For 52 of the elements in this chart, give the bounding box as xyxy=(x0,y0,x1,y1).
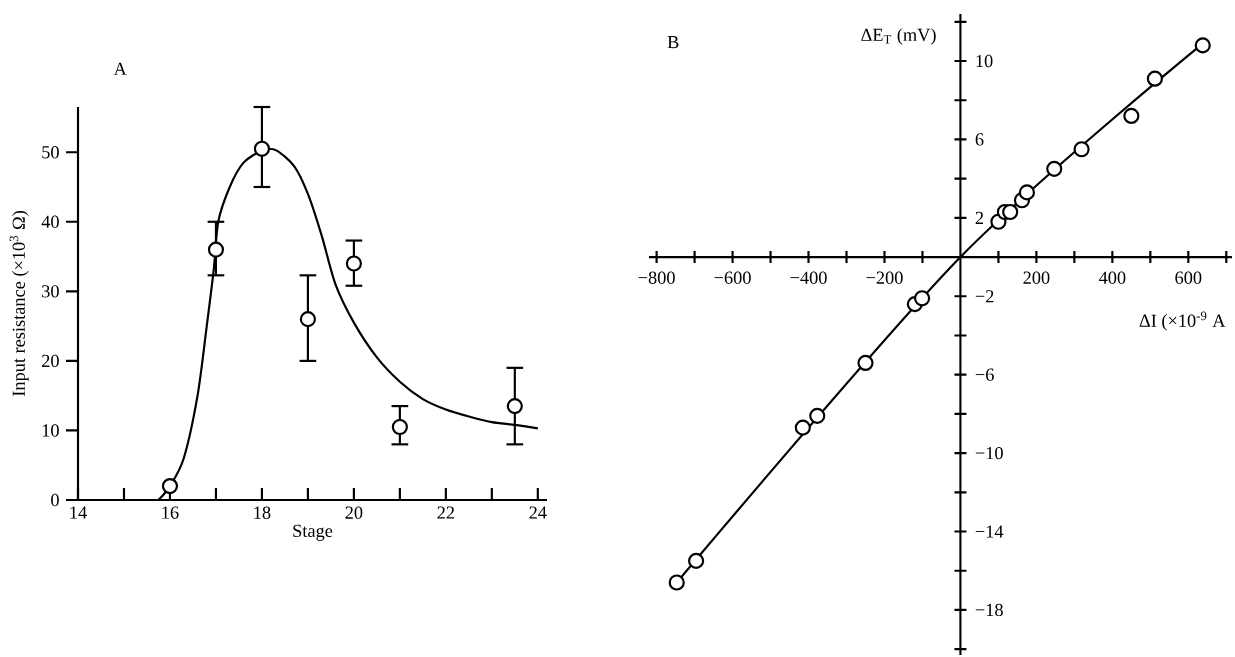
y-tick-label: 20 xyxy=(42,354,59,368)
x-axis-title: Stage xyxy=(293,524,333,541)
y-tick-label: −10 xyxy=(975,446,1003,460)
text: B xyxy=(667,36,679,49)
point xyxy=(345,255,362,272)
x-tick-label: 18 xyxy=(254,506,271,519)
point xyxy=(1018,184,1035,201)
point xyxy=(1123,107,1140,125)
y-axis-title: Input resistance (×10$^{3}$ Ω) xyxy=(9,211,29,397)
point xyxy=(299,311,316,328)
point xyxy=(913,290,931,307)
y-tick-label: 2 xyxy=(975,211,984,224)
x-tick-label: 600 xyxy=(1175,271,1202,284)
point xyxy=(857,354,874,372)
y-tick-label: 50 xyxy=(42,146,59,159)
x-tick-label: 22 xyxy=(437,506,454,519)
x-tick-label: 24 xyxy=(529,506,547,519)
x-tick-label: 200 xyxy=(1023,271,1050,284)
point xyxy=(161,478,179,495)
point xyxy=(207,241,225,258)
point xyxy=(668,574,685,591)
x-tick-label: 20 xyxy=(345,506,363,519)
y-tick-label: 10 xyxy=(42,424,59,437)
x-axis-title: ΔI (×10$^{-9}$ A xyxy=(1139,311,1226,331)
y-tick-label: 40 xyxy=(41,215,59,228)
point xyxy=(1002,203,1019,221)
point xyxy=(391,418,408,436)
y-tick-label: 30 xyxy=(42,285,59,298)
y-tick-label: −6 xyxy=(975,368,994,381)
point xyxy=(506,398,523,415)
y-tick-label: 6 xyxy=(975,133,984,146)
chart-title: A xyxy=(113,62,127,75)
point xyxy=(794,419,811,436)
x-tick-label: 16 xyxy=(162,506,179,519)
x-tick-label: 14 xyxy=(70,506,87,519)
y-tick-label: −18 xyxy=(975,603,1003,617)
point xyxy=(1073,141,1090,158)
x-tick-label: −200 xyxy=(866,271,903,284)
y-axis-title: ΔE$_{T}$ (mV) xyxy=(861,28,936,45)
x-tick-label: −400 xyxy=(790,271,827,284)
point xyxy=(253,140,271,157)
y-tick-label: −2 xyxy=(975,290,994,303)
point xyxy=(688,552,705,569)
x-tick-label: 400 xyxy=(1098,271,1126,284)
x-tick-label: −600 xyxy=(714,271,751,284)
point xyxy=(809,407,826,424)
y-tick-label: −14 xyxy=(975,525,1004,538)
y-tick-label: 10 xyxy=(976,54,993,68)
point xyxy=(1046,160,1063,177)
point xyxy=(1146,70,1163,87)
x-tick-label: −800 xyxy=(638,271,675,284)
y-tick-label: 0 xyxy=(51,493,59,507)
